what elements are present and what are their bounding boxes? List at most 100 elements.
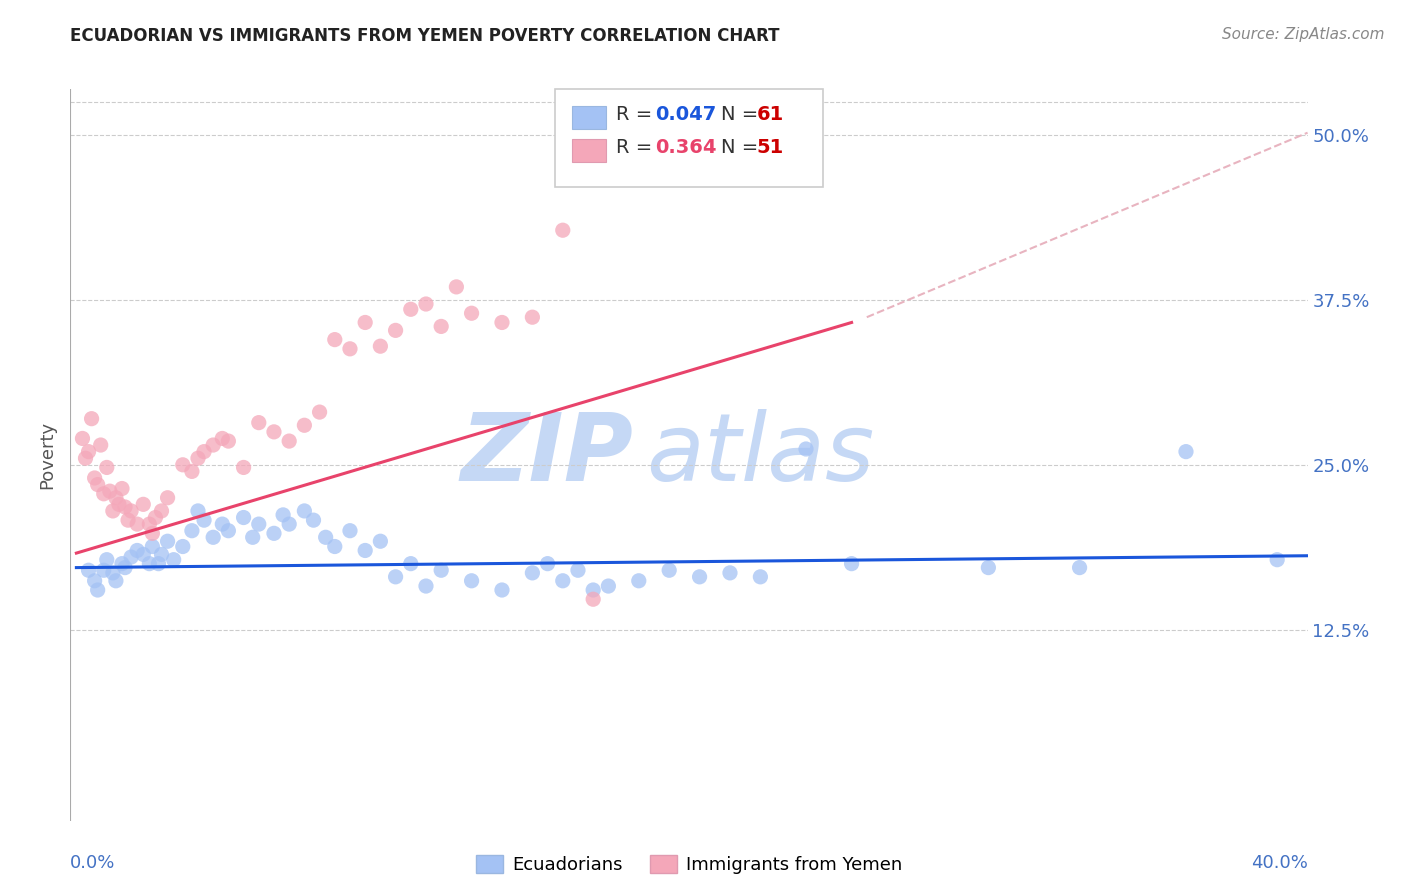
Point xyxy=(80,411,103,425)
Point xyxy=(98,484,121,499)
Point xyxy=(323,333,346,347)
Point xyxy=(232,510,254,524)
Point xyxy=(232,460,254,475)
Text: atlas: atlas xyxy=(645,409,875,500)
Point xyxy=(83,471,105,485)
Point xyxy=(271,508,294,522)
Point xyxy=(108,497,131,511)
Point xyxy=(354,316,377,330)
Point xyxy=(292,504,315,518)
Point xyxy=(491,316,513,330)
Point xyxy=(86,477,108,491)
Point xyxy=(202,530,225,544)
Point xyxy=(83,574,105,588)
Point xyxy=(211,517,233,532)
Y-axis label: Poverty: Poverty xyxy=(38,421,56,489)
Text: N =: N = xyxy=(721,104,765,124)
Point xyxy=(127,543,149,558)
Point xyxy=(75,451,97,466)
Point xyxy=(551,574,574,588)
Point xyxy=(120,504,142,518)
Point xyxy=(90,438,112,452)
Point xyxy=(93,487,115,501)
Point xyxy=(247,416,270,430)
Point xyxy=(141,540,163,554)
Point xyxy=(138,557,160,571)
Text: 40.0%: 40.0% xyxy=(1251,854,1308,871)
Point xyxy=(460,574,482,588)
Text: Source: ZipAtlas.com: Source: ZipAtlas.com xyxy=(1222,27,1385,42)
Point xyxy=(582,592,605,607)
Point xyxy=(150,548,173,562)
Point xyxy=(111,482,134,496)
Point xyxy=(101,566,124,580)
Point xyxy=(794,442,817,456)
Point xyxy=(323,540,346,554)
Point xyxy=(339,342,361,356)
Point xyxy=(101,504,124,518)
Point xyxy=(598,579,620,593)
Point xyxy=(399,302,422,317)
Point xyxy=(111,557,134,571)
Point xyxy=(104,574,127,588)
Point xyxy=(582,582,605,597)
Point xyxy=(446,280,468,294)
Point xyxy=(193,513,215,527)
Point xyxy=(551,223,574,237)
Text: N =: N = xyxy=(721,137,765,157)
Point xyxy=(536,557,558,571)
Point xyxy=(339,524,361,538)
Point xyxy=(163,552,186,566)
Point xyxy=(172,458,194,472)
Point xyxy=(156,491,179,505)
Point xyxy=(172,540,194,554)
Point xyxy=(460,306,482,320)
Point xyxy=(370,534,392,549)
Text: 0.0%: 0.0% xyxy=(70,854,115,871)
Point xyxy=(370,339,392,353)
Point xyxy=(522,566,544,580)
Point xyxy=(114,560,136,574)
Point xyxy=(72,432,94,446)
Point xyxy=(187,504,209,518)
Point xyxy=(491,582,513,597)
Point xyxy=(202,438,225,452)
Point xyxy=(263,526,285,541)
Point xyxy=(86,582,108,597)
Point xyxy=(141,526,163,541)
Point xyxy=(117,513,139,527)
Text: 0.364: 0.364 xyxy=(655,137,717,157)
Point xyxy=(127,517,149,532)
Point xyxy=(217,434,239,448)
Point xyxy=(522,310,544,325)
Text: 61: 61 xyxy=(756,104,783,124)
Point xyxy=(689,570,711,584)
Point xyxy=(977,560,1000,574)
Text: ECUADORIAN VS IMMIGRANTS FROM YEMEN POVERTY CORRELATION CHART: ECUADORIAN VS IMMIGRANTS FROM YEMEN POVE… xyxy=(70,27,780,45)
Point xyxy=(120,550,142,565)
Text: 0.047: 0.047 xyxy=(655,104,717,124)
Point xyxy=(627,574,650,588)
Point xyxy=(77,563,100,577)
Point xyxy=(430,563,453,577)
Text: ZIP: ZIP xyxy=(460,409,633,501)
Text: R =: R = xyxy=(616,137,658,157)
Point xyxy=(156,534,179,549)
Point xyxy=(77,444,100,458)
Point xyxy=(384,570,406,584)
Point xyxy=(180,524,202,538)
Legend: Ecuadorians, Immigrants from Yemen: Ecuadorians, Immigrants from Yemen xyxy=(468,847,910,881)
Point xyxy=(132,497,155,511)
Point xyxy=(132,548,155,562)
Point xyxy=(384,323,406,337)
Point xyxy=(749,570,772,584)
Text: 51: 51 xyxy=(756,137,783,157)
Point xyxy=(430,319,453,334)
Point xyxy=(93,563,115,577)
Point xyxy=(399,557,422,571)
Point xyxy=(308,405,330,419)
Point xyxy=(315,530,337,544)
Point xyxy=(278,517,301,532)
Point xyxy=(150,504,173,518)
Point xyxy=(841,557,863,571)
